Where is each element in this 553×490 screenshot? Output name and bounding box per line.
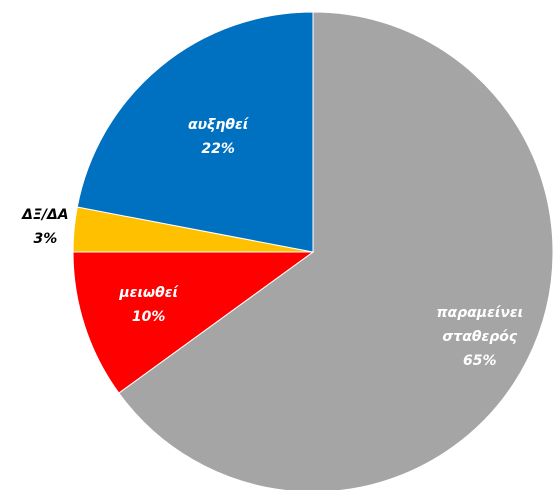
slice-label: μειωθεί 10% — [104, 281, 194, 329]
slice-label: ΔΞ/ΔΑ 3% — [15, 203, 75, 251]
value-label: 3% — [33, 230, 58, 247]
value-label: 10% — [131, 309, 166, 326]
pie-slice — [72, 251, 315, 394]
slice-label: αυξηθεί 22% — [173, 113, 263, 161]
category-label: μειωθεί — [119, 285, 178, 302]
pie-slice — [76, 11, 314, 253]
category-label: παραμείνει σταθερός — [436, 304, 524, 345]
category-label: αυξηθεί — [188, 117, 249, 134]
pie-slice — [118, 11, 553, 490]
category-label: ΔΞ/ΔΑ — [22, 206, 69, 223]
value-label: 65% — [463, 352, 497, 369]
slice-label: παραμείνει σταθερός 65% — [420, 301, 540, 373]
value-label: 22% — [201, 141, 235, 158]
